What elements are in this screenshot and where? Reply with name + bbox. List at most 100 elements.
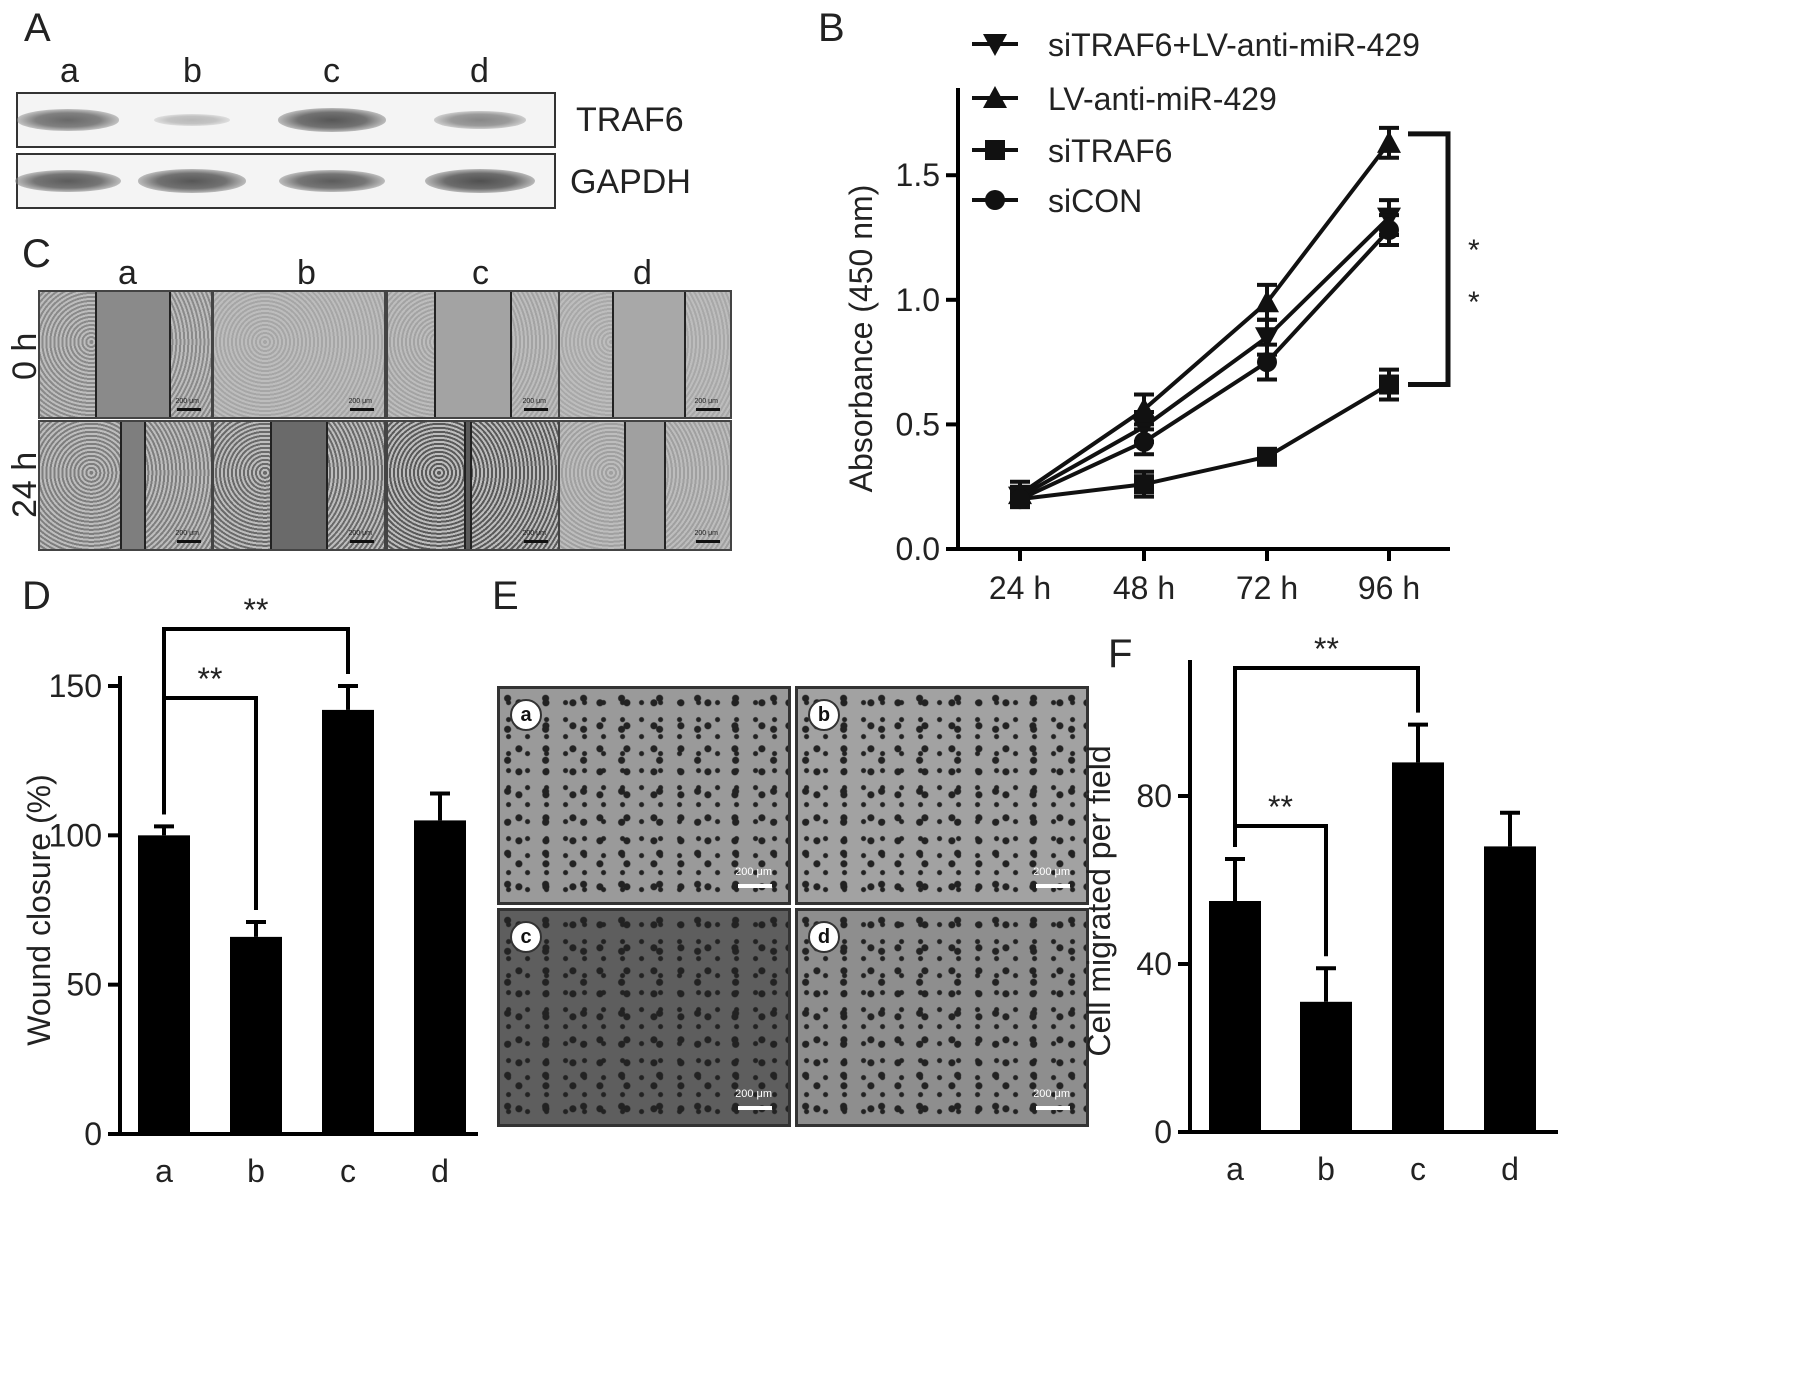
series-line [1018,141,1391,496]
panel-label-a: A [24,6,51,50]
x-tick-label: d [1501,1151,1519,1187]
blot-lane-label: d [470,52,489,90]
significance-label: ** [244,592,269,628]
blot-band [279,169,385,193]
blot-band [17,109,119,131]
bar [1484,846,1536,1132]
panel-label-f: F [1108,632,1133,676]
x-tick-label: c [340,1153,356,1189]
x-tick-label: c [1410,1151,1426,1187]
blot-lane-label: a [60,52,79,90]
y-tick-label: 0 [1154,1114,1172,1150]
data-point [1379,374,1399,395]
series-circle [1010,213,1399,510]
data-point [1134,474,1154,495]
data-point [985,140,1005,160]
wound-gap [120,422,146,549]
y-tick-label: 1.0 [896,282,940,318]
data-point [1257,446,1277,467]
transwell-scale-bar [1036,884,1070,888]
wound-scale-text: 200 μm [175,398,200,405]
series-line [1019,228,1391,501]
x-tick-label: 24 h [989,570,1051,606]
y-axis-label: Cell migrated per field [1081,745,1117,1056]
data-point [983,86,1007,108]
transwell-scale-text: 200 μm [1033,1088,1070,1100]
wound-scale-bar [177,408,201,411]
wound-gap [624,422,666,549]
wound-closure-bar-chart: 0 50 100 150 Wound closure (%) a b c d ** ** [21,592,478,1189]
wound-scale-bar [524,408,548,411]
wound-scale-bar [177,540,201,543]
wound-scale-text: 200 μm [694,398,719,405]
data-point [1379,220,1399,241]
y-tick-label: 50 [66,967,102,1003]
data-point [1134,431,1154,452]
traf6-label: TRAF6 [576,101,684,139]
data-point [1257,352,1277,373]
y-tick-label: 80 [1136,778,1172,814]
bar [1392,762,1444,1132]
comparison-bracket [162,696,258,910]
transwell-image-tag: c [510,921,542,953]
data-point [1377,130,1401,153]
wound-scale-text: 200 μm [522,530,547,537]
blot-lane-label: c [323,52,340,90]
transwell-image: c 200 μm [497,908,791,1127]
y-tick-label: 100 [49,817,102,853]
comparison-bracket [1233,824,1328,957]
legend-label: LV-anti-miR-429 [1048,81,1277,117]
x-tick-label: 48 h [1113,570,1175,606]
significance-star: * [1468,286,1480,319]
wound-gap [270,422,328,549]
x-tick-label: b [1317,1151,1335,1187]
transwell-scale-text: 200 μm [735,1088,772,1100]
wound-col-label: c [472,254,489,292]
traf6-blot-strip [16,92,556,148]
wound-gap [464,422,472,549]
wound-image: 200 μm [38,420,213,551]
wound-col-label: d [633,254,652,292]
bar [138,835,190,1134]
cell-proliferation-line-chart: 0.0 0.5 1.0 1.5 24 h 48 h 72 h 96 h Absorbance (… [843,27,1480,606]
wound-image: 200 μm [386,420,560,551]
x-tick-label: 72 h [1236,570,1298,606]
wound-image: 200 μm [558,290,732,419]
y-tick-label: 150 [49,668,102,704]
bar [1209,901,1261,1132]
y-tick-label: 0.0 [896,531,940,567]
x-tick-label: a [155,1153,173,1189]
y-tick-label: 0 [84,1116,102,1152]
wound-col-label: a [118,254,137,292]
panel-label-b: B [818,6,845,50]
transwell-image-tag: b [808,699,840,731]
legend-label: siTRAF6 [1048,133,1172,169]
bar [414,820,466,1134]
transwell-scale-text: 200 μm [1033,866,1070,878]
wound-scale-bar [350,408,374,411]
transwell-image: d 200 μm [795,908,1089,1127]
series-square [1010,367,1399,510]
wound-gap [612,292,686,417]
wound-image: 200 μm [212,420,386,551]
y-tick-label: 0.5 [896,406,940,442]
blot-band [15,169,121,193]
data-point [985,190,1005,210]
data-point [983,34,1007,56]
blot-band [278,108,386,132]
wound-scale-text: 200 μm [348,530,373,537]
y-tick-label: 1.5 [896,157,940,193]
bar [230,936,282,1134]
transwell-image: a 200 μm [497,686,791,905]
wound-gap [434,292,512,417]
wound-scale-text: 200 μm [694,530,719,537]
x-tick-label: 96 h [1358,570,1420,606]
series-line [1019,216,1391,499]
transwell-scale-bar [1036,1106,1070,1110]
wound-image: 200 μm [558,420,732,551]
blot-band [425,169,535,193]
bar [322,709,374,1134]
data-point [1132,397,1156,420]
wound-image: 200 μm [212,290,386,419]
wound-scale-bar [696,540,720,543]
